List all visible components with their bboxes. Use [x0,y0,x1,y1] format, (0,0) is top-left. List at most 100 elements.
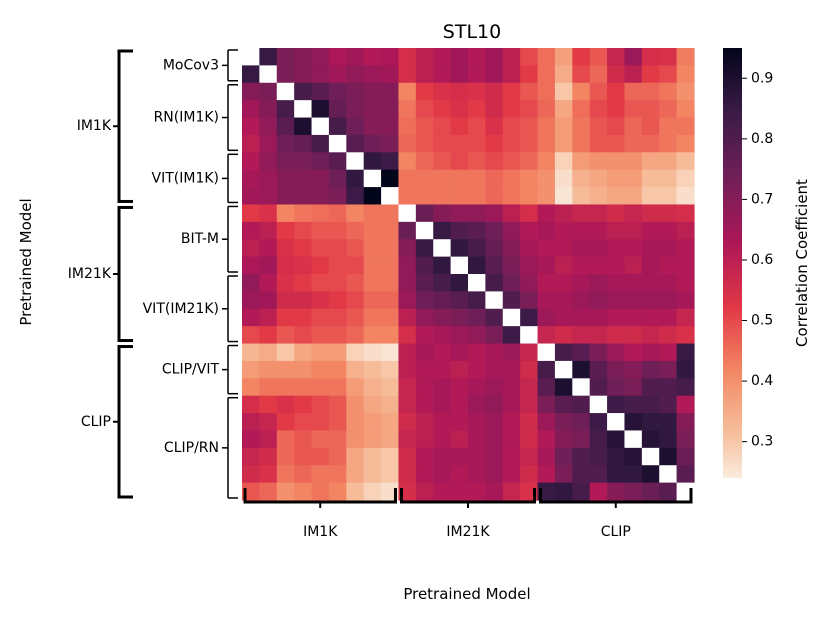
heatmap-cell [676,100,695,119]
heatmap-cell [641,482,660,501]
heatmap-cell [415,256,434,275]
heatmap-cell [363,221,382,240]
heatmap-cell [398,152,417,171]
heatmap-cell [624,256,643,275]
heatmap-cell [363,117,382,136]
heatmap-cell [346,413,365,432]
heatmap-cell [659,169,678,188]
heatmap-cell [346,65,365,84]
heatmap-cell [294,134,313,153]
heatmap-cell [381,326,400,345]
heatmap-cell [485,152,504,171]
heatmap-cell [242,134,260,153]
heatmap-cell [259,65,278,84]
heatmap-cell [381,395,400,414]
heatmap-cell [328,204,347,223]
heatmap-cell [311,134,330,153]
heatmap-cell [641,117,660,136]
heatmap-cell [607,100,626,119]
heatmap-cell [468,360,486,379]
heatmap-cell [259,117,278,136]
heatmap-cell [346,395,365,414]
heatmap-cell [450,134,469,153]
heatmap-cell [589,82,608,101]
heatmap-cell [607,465,626,484]
heatmap-cell [659,326,678,345]
heatmap-cell [242,378,260,397]
heatmap-cell [537,221,556,240]
heatmap-cell [554,152,573,171]
heatmap-cell [502,343,521,362]
heatmap-cell [607,447,626,466]
heatmap-cell [537,378,556,397]
heatmap-cell [554,134,573,153]
heatmap-cell [415,48,434,66]
heatmap-cell [415,395,434,414]
heatmap-cell [276,430,295,449]
heatmap-cell [450,48,469,66]
heatmap-cell [502,465,521,484]
heatmap-cell [433,482,452,501]
heatmap-cell [659,100,678,119]
heatmap-cell [242,65,260,84]
heatmap-cell [381,187,400,206]
heatmap-cell [259,274,278,292]
heatmap-cell [554,221,573,240]
heatmap-cell [328,308,347,327]
heatmap-cell [294,395,313,414]
heatmap-cell [415,360,434,379]
heatmap-cell [294,378,313,397]
heatmap-cell [659,482,678,501]
heatmap-cell [311,239,330,258]
heatmap-cell [415,221,434,240]
heatmap-cell [624,360,643,379]
heatmap-cell [450,482,469,501]
heatmap-cell [676,395,695,414]
heatmap-cell [502,482,521,501]
heatmap-cell [259,360,278,379]
heatmap-cell [607,482,626,501]
heatmap-cell [363,395,382,414]
heatmap-cell [607,343,626,362]
heatmap-cell [641,169,660,188]
heatmap-cell [294,465,313,484]
heatmap-cell [242,395,260,414]
heatmap-cell [572,187,591,206]
heatmap-cell [659,378,678,397]
heatmap-cell [398,413,417,432]
heatmap-cell [311,343,330,362]
heatmap-cell [589,291,608,310]
heatmap-cell [554,430,573,449]
heatmap-cell [676,221,695,240]
heatmap-cell [259,169,278,188]
heatmap-cell [433,65,452,84]
heatmap-cell [572,239,591,258]
heatmap-cell [607,291,626,310]
heatmap-cell [554,204,573,223]
heatmap-cell [554,360,573,379]
heatmap-cell [242,360,260,379]
colorbar-tick-label: 0.6 [751,252,773,268]
heatmap-cell [520,447,539,466]
heatmap-cell [242,256,260,275]
heatmap-cell [589,395,608,414]
heatmap-cell [346,152,365,171]
heatmap-cell [398,256,417,275]
heatmap-cell [381,308,400,327]
heatmap-cell [589,482,608,501]
heatmap-cell [572,82,591,101]
heatmap-cell [450,221,469,240]
heatmap-cell [415,482,434,501]
heatmap-cell [624,221,643,240]
heatmap-cell [311,274,330,292]
heatmap-cell [398,100,417,119]
heatmap-cell [624,239,643,258]
heatmap-cell [433,152,452,171]
heatmap-cell [485,117,504,136]
heatmap-cell [294,152,313,171]
heatmap-cell [259,291,278,310]
y-axis-brackets: IM1K IM21K CLIP MoCov3 RN(IM1K) VIT(IM1K) BIT-… [68,49,238,499]
heatmap-cell [641,447,660,466]
heatmap-cell [485,221,504,240]
heatmap-cell [676,48,695,66]
